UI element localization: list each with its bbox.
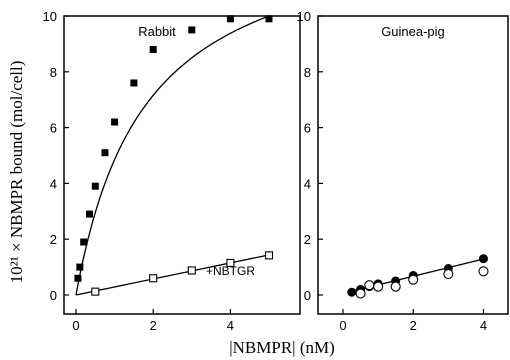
y-tick-label: 6 [50,121,57,136]
data-point-filled-square [91,182,99,190]
data-point-filled-square [111,118,119,126]
x-axis-title: |NBMPR| (nM) [229,338,335,357]
y-tick-label: 4 [50,176,57,191]
data-point-filled-square [226,15,234,23]
x-tick-label: 2 [410,318,417,333]
data-point-open-circle [478,266,489,277]
data-point-open-circle [408,274,419,285]
data-point-open-circle [364,280,375,291]
panel-title: Guinea-pig [381,24,445,39]
data-point-open-circle [373,281,384,292]
panel-title: Rabbit [138,24,176,39]
data-point-open-square [226,258,235,267]
data-point-filled-square [76,263,84,271]
data-point-open-circle [443,269,454,280]
data-point-filled-square [149,45,157,53]
x-tick-label: 0 [72,318,79,333]
rabbit-fit-line [75,254,270,296]
data-point-filled-square [265,15,273,23]
data-point-open-circle [355,288,366,299]
y-tick-label: 4 [304,176,311,191]
rabbit-plot-frame [63,15,301,315]
y-axis-title: 10²¹ × NBMPR bound (mol/cell) [7,61,26,284]
rabbit-saturation-curve [75,15,270,296]
x-tick-label: 0 [339,318,346,333]
y-tick-label: 10 [43,9,57,24]
data-point-filled-square [130,79,138,87]
data-point-filled-square [80,238,88,246]
data-point-filled-square [188,26,196,34]
y-tick-label: 0 [50,288,57,303]
data-point-filled-square [86,210,94,218]
y-tick-label: 6 [304,121,311,136]
y-tick-label: 2 [304,232,311,247]
data-point-filled-square [74,274,82,282]
y-tick-label: 0 [304,288,311,303]
series-label-nbtgr: +NBTGR [206,264,255,278]
data-point-filled-circle [478,254,488,264]
x-tick-label: 4 [480,318,487,333]
x-tick-label: 4 [227,318,234,333]
y-tick-label: 8 [50,65,57,80]
guinea-pig-panel: 0 2 4 6 8 10 0 2 4 Guinea-pig [297,9,509,333]
y-tick-label: 8 [304,65,311,80]
y-tick-label: 2 [50,232,57,247]
x-tick-label: 2 [150,318,157,333]
data-point-filled-circle [347,287,357,297]
data-point-filled-square [101,149,109,157]
data-point-open-square [264,251,274,260]
data-point-open-square [91,287,100,296]
y-tick-label: 10 [297,9,311,24]
data-point-open-square [187,266,196,275]
data-point-open-circle [390,281,401,292]
rabbit-panel: 0 2 4 6 8 10 0 2 4 Rabbit +NBTGR [43,9,301,333]
data-point-open-square [149,274,158,283]
